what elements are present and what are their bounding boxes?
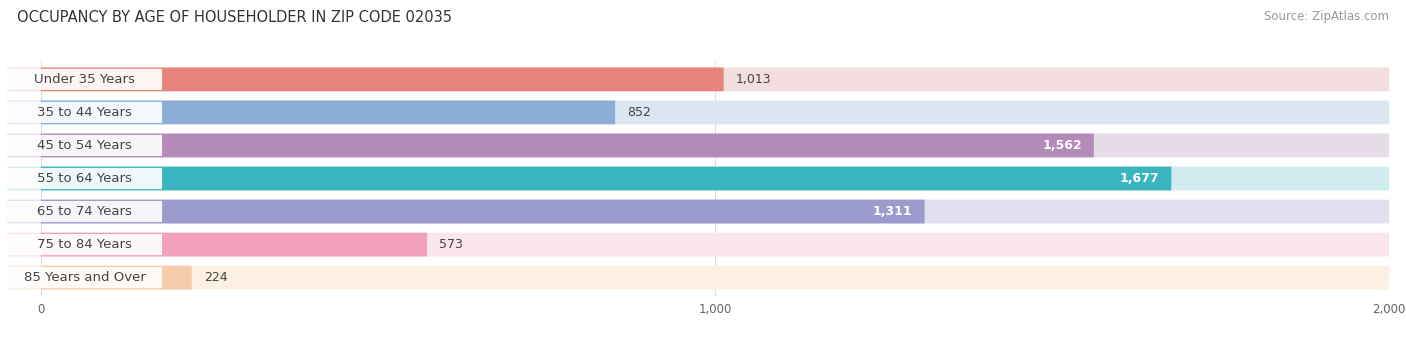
FancyBboxPatch shape: [41, 167, 1171, 190]
FancyBboxPatch shape: [7, 134, 1389, 157]
FancyBboxPatch shape: [7, 101, 1389, 124]
FancyBboxPatch shape: [7, 167, 1389, 190]
Text: 1,311: 1,311: [873, 205, 912, 218]
FancyBboxPatch shape: [7, 69, 162, 90]
Text: 85 Years and Over: 85 Years and Over: [24, 271, 145, 284]
Text: 1,562: 1,562: [1042, 139, 1081, 152]
FancyBboxPatch shape: [41, 101, 616, 124]
Text: 65 to 74 Years: 65 to 74 Years: [37, 205, 132, 218]
FancyBboxPatch shape: [41, 233, 427, 256]
FancyBboxPatch shape: [41, 266, 191, 290]
FancyBboxPatch shape: [7, 168, 162, 189]
Text: 573: 573: [439, 238, 463, 251]
FancyBboxPatch shape: [7, 200, 1389, 223]
FancyBboxPatch shape: [7, 135, 162, 156]
Text: 75 to 84 Years: 75 to 84 Years: [37, 238, 132, 251]
Text: 55 to 64 Years: 55 to 64 Years: [37, 172, 132, 185]
FancyBboxPatch shape: [41, 200, 925, 223]
Text: 1,677: 1,677: [1119, 172, 1159, 185]
FancyBboxPatch shape: [7, 234, 162, 255]
Text: 45 to 54 Years: 45 to 54 Years: [37, 139, 132, 152]
Text: Source: ZipAtlas.com: Source: ZipAtlas.com: [1264, 10, 1389, 23]
FancyBboxPatch shape: [7, 233, 1389, 256]
FancyBboxPatch shape: [41, 134, 1094, 157]
Text: OCCUPANCY BY AGE OF HOUSEHOLDER IN ZIP CODE 02035: OCCUPANCY BY AGE OF HOUSEHOLDER IN ZIP C…: [17, 10, 451, 25]
Text: 224: 224: [204, 271, 228, 284]
Text: 852: 852: [627, 106, 651, 119]
FancyBboxPatch shape: [7, 266, 1389, 290]
FancyBboxPatch shape: [7, 102, 162, 123]
FancyBboxPatch shape: [7, 201, 162, 222]
Text: 35 to 44 Years: 35 to 44 Years: [37, 106, 132, 119]
FancyBboxPatch shape: [7, 267, 162, 288]
Text: 1,013: 1,013: [735, 73, 772, 86]
FancyBboxPatch shape: [41, 67, 724, 91]
Text: Under 35 Years: Under 35 Years: [34, 73, 135, 86]
FancyBboxPatch shape: [7, 67, 1389, 91]
